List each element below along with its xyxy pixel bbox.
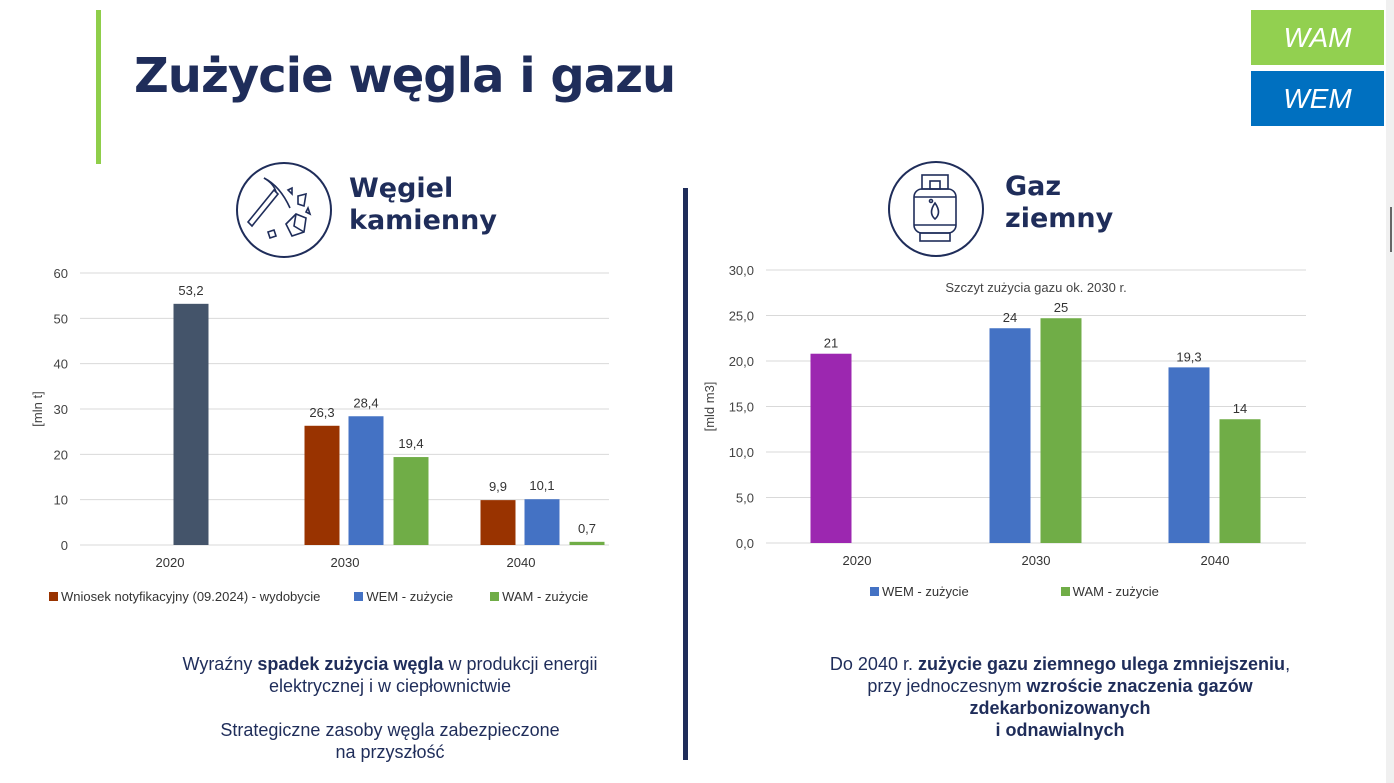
section-divider (683, 188, 688, 760)
y-tick-label: 20 (54, 447, 68, 462)
legend-label: WEM - zużycie (366, 589, 454, 604)
gas-legend: WEM - zużycie WAM - zużycie (870, 584, 1159, 599)
text-bold: zużycie gazu ziemnego ulega zmniejszeniu (917, 654, 1286, 674)
gas-chart: 0,0 5,0 10,0 15,0 20,0 25,0 30,0 [mld m3] 2020 20… (702, 263, 1306, 568)
text-bold: spadek zużycia węgla (257, 654, 444, 674)
data-label: 25 (1054, 300, 1068, 315)
gas-cylinder-icon (888, 161, 984, 257)
bar (348, 416, 384, 545)
page-title: Zużycie węgla i gazu (134, 48, 676, 104)
data-label: 21 (824, 336, 838, 351)
bar (524, 499, 560, 545)
legend-label: WAM - zużycie (1072, 584, 1159, 599)
bar (1040, 318, 1082, 543)
gas-title-line1: Gaz (1005, 171, 1062, 202)
scrollbar-track[interactable] (1386, 0, 1394, 783)
data-label: 19,3 (1176, 349, 1201, 364)
y-tick-label: 30 (54, 402, 68, 417)
bar (810, 353, 852, 543)
bar (569, 541, 605, 545)
bar (989, 328, 1031, 543)
x-tick-label: 2030 (1022, 553, 1051, 568)
legend-item-wam: WAM - zużycie (490, 589, 588, 604)
coal-title-line1: Węgiel (349, 173, 454, 204)
legend-label: WAM - zużycie (502, 589, 589, 604)
x-tick-label: 2040 (1201, 553, 1230, 568)
legend-item-wem: WEM - zużycie (870, 584, 969, 599)
gas-title-line2: ziemny (1005, 203, 1114, 234)
y-tick-label: 0,0 (736, 536, 754, 551)
coal-description: Wyraźny spadek zużycia węgla w produkcji… (110, 653, 670, 763)
data-label: 24 (1003, 310, 1017, 325)
wam-badge: WAM (1251, 10, 1384, 65)
text: w produkcji energii (443, 654, 598, 674)
data-label: 53,2 (178, 283, 203, 298)
legend-item-wem: WEM - zużycie (354, 589, 453, 604)
accent-bar (96, 10, 101, 164)
y-axis-label: [mln t] (30, 391, 45, 426)
y-tick-label: 50 (54, 311, 68, 326)
coal-section-title: Węgiel kamienny (349, 173, 497, 237)
x-tick-label: 2020 (156, 555, 185, 570)
y-tick-label: 10,0 (729, 445, 754, 460)
text: Do 2040 r. (829, 654, 918, 674)
scrollbar-thumb[interactable] (1390, 207, 1392, 252)
y-tick-label: 60 (54, 266, 68, 281)
y-tick-label: 15,0 (729, 400, 754, 415)
legend-swatch (490, 592, 500, 601)
legend-swatch (870, 587, 879, 596)
text: Wyraźny (182, 654, 258, 674)
data-label: 0,7 (578, 521, 596, 536)
x-tick-label: 2020 (843, 553, 872, 568)
bar (173, 303, 209, 545)
bar (1168, 367, 1210, 543)
text: Strategiczne zasoby węgla zabezpieczone (220, 720, 560, 740)
chart-annotation: Szczyt zużycia gazu ok. 2030 r. (945, 280, 1126, 295)
text: na przyszłość (335, 742, 445, 762)
legend-swatch (354, 592, 364, 601)
data-label: 9,9 (489, 479, 507, 494)
data-label: 14 (1233, 401, 1247, 416)
legend-label: Wniosek notyfikacyjny (09.2024) - wydoby… (61, 589, 321, 604)
text-bold: zdekarbonizowanych (969, 698, 1151, 718)
y-tick-label: 20,0 (729, 354, 754, 369)
y-tick-label: 30,0 (729, 263, 754, 278)
x-tick-label: 2030 (331, 555, 360, 570)
bar (1219, 419, 1261, 543)
coal-legend: Wniosek notyfikacyjny (09.2024) - wydoby… (49, 589, 588, 604)
legend-swatch (49, 592, 58, 601)
y-tick-label: 0 (61, 538, 68, 553)
text-bold: wzroście znaczenia gazów (1026, 676, 1253, 696)
legend-label: WEM - zużycie (882, 584, 969, 599)
gas-description: Do 2040 r. zużycie gazu ziemnego ulega z… (829, 654, 1291, 740)
wem-badge: WEM (1251, 71, 1384, 126)
legend-item-wam: WAM - zużycie (1060, 584, 1159, 599)
x-tick-label: 2040 (507, 555, 536, 570)
data-label: 28,4 (353, 395, 378, 410)
y-tick-label: 5,0 (736, 491, 754, 506)
bar (304, 425, 340, 545)
bar (393, 457, 429, 545)
text-bold: i odnawialnych (995, 720, 1125, 740)
legend-item-notification: Wniosek notyfikacyjny (09.2024) - wydoby… (49, 589, 320, 604)
data-label: 10,1 (529, 478, 554, 493)
data-label: 19,4 (398, 436, 423, 451)
y-tick-label: 10 (54, 493, 68, 508)
data-label: 26,3 (309, 405, 334, 420)
text: przy jednoczesnym (867, 676, 1027, 696)
coal-title-line2: kamienny (349, 205, 497, 236)
y-tick-label: 40 (54, 357, 68, 372)
y-tick-label: 25,0 (729, 309, 754, 324)
text: elektrycznej i w ciepłownictwie (268, 676, 512, 696)
pickaxe-coal-icon (236, 162, 332, 258)
gas-section-title: Gaz ziemny (1005, 171, 1113, 235)
y-axis-label: [mld m3] (702, 382, 717, 432)
bar (480, 500, 516, 545)
legend-swatch (1060, 587, 1070, 596)
